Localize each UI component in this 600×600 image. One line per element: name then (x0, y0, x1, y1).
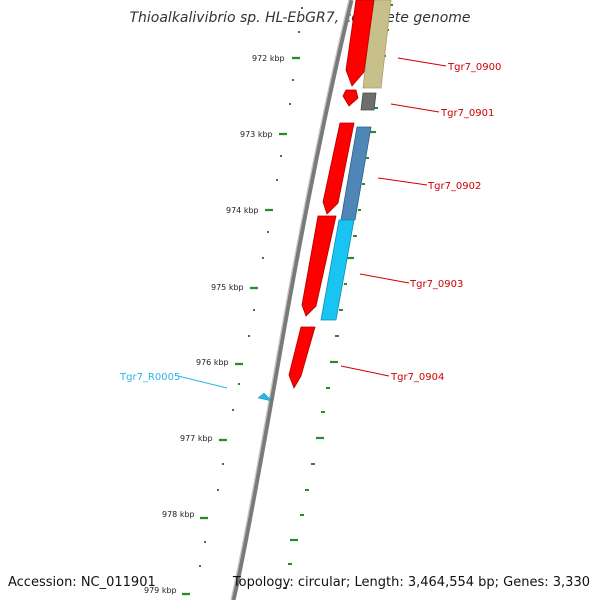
genome-backbone-highlight (230, 0, 350, 600)
kbp-label-974: 974 kbp (226, 206, 259, 215)
gene-label-0901[interactable]: Tgr7_0901 (440, 108, 494, 119)
genome-backbone (230, 0, 354, 600)
kbp-label-976: 976 kbp (196, 358, 229, 367)
cyan-feature (320, 219, 355, 321)
kbp-label-972: 972 kbp (252, 54, 285, 63)
steelblue-feature (340, 126, 372, 221)
gene-arrow-0904[interactable] (288, 326, 316, 389)
kbp-label-975: 975 kbp (211, 283, 244, 292)
accession-text: Accession: NC_011901 (8, 575, 156, 590)
gray-feature (360, 92, 377, 111)
olive-feature (362, 0, 392, 89)
kbp-label-973: 973 kbp (240, 130, 273, 139)
gene-label-0903[interactable]: Tgr7_0903 (409, 279, 463, 290)
gene-label-0904[interactable]: Tgr7_0904 (390, 372, 444, 383)
gene-arrow-0901[interactable] (342, 89, 359, 107)
topology-text: Topology: circular; Length: 3,464,554 bp… (232, 575, 590, 590)
kbp-label-978: 978 kbp (162, 510, 195, 519)
gene-arrow-0902[interactable] (322, 122, 355, 215)
inner-tick-ring (182, 7, 303, 596)
gene-arrow-0900[interactable] (345, 0, 375, 87)
kbp-label-979: 979 kbp (144, 586, 177, 595)
kbp-label-977: 977 kbp (180, 434, 213, 443)
gene-label-0902[interactable]: Tgr7_0902 (427, 181, 481, 192)
rna-label-R0005[interactable]: Tgr7_R0005 (119, 372, 180, 383)
leader-lines (177, 57, 447, 389)
gene-label-0900[interactable]: Tgr7_0900 (447, 62, 501, 73)
gene-arrow-0903[interactable] (301, 215, 337, 317)
rna-feature-R0005[interactable] (257, 392, 273, 402)
